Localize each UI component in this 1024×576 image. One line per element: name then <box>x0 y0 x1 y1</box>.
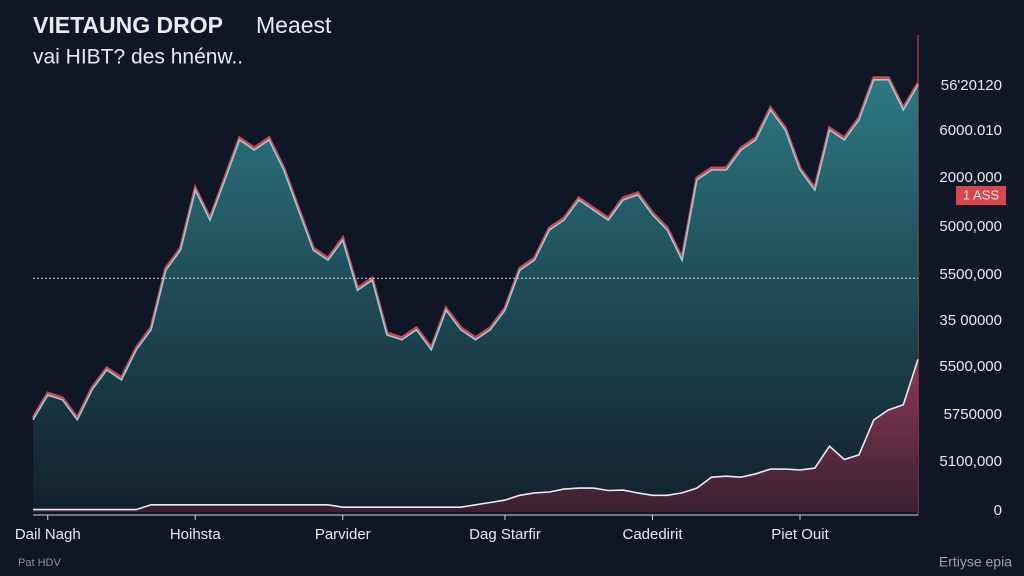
y-axis-label: 5750000 <box>944 406 1002 423</box>
y-axis-label: 35 00000 <box>939 312 1002 329</box>
line <box>33 359 919 511</box>
chart-title: VIETAUNG DROP <box>33 12 223 38</box>
x-tick-label: Hoihsta <box>170 526 222 543</box>
x-tick-label: Piet Ouit <box>771 526 829 543</box>
x-tick-label: Dail Nagh <box>15 526 81 543</box>
y-axis-label: 6000.010 <box>939 122 1002 139</box>
x-tick-label: Dag Starfir <box>469 526 541 543</box>
y-axis-label: 5000,000 <box>939 218 1002 235</box>
y-axis-label: 5500,000 <box>939 358 1002 375</box>
line <box>32 79 919 422</box>
y-axis-label: 56'20120 <box>941 77 1002 94</box>
x-tick-label: Parvider <box>315 526 371 543</box>
x-tick-label: Cadedirit <box>622 526 683 543</box>
area <box>33 79 918 513</box>
badge <box>956 186 1006 205</box>
badge-label: 1 ASS <box>963 187 999 202</box>
y-axis-label: 0 <box>994 502 1002 519</box>
footer-left: Pat HDV <box>18 557 61 569</box>
chart-title-suffix: Meaest <box>256 12 332 38</box>
y-axis-label: 2000,000 <box>939 169 1002 186</box>
area <box>33 359 918 512</box>
y-axis-label: 5500,000 <box>939 266 1002 283</box>
footer-right: Ertiyse epia <box>939 554 1012 570</box>
chart-subtitle: vai HIBT? des hnénw.. <box>33 46 243 69</box>
y-axis-label: 5100,000 <box>939 453 1002 470</box>
